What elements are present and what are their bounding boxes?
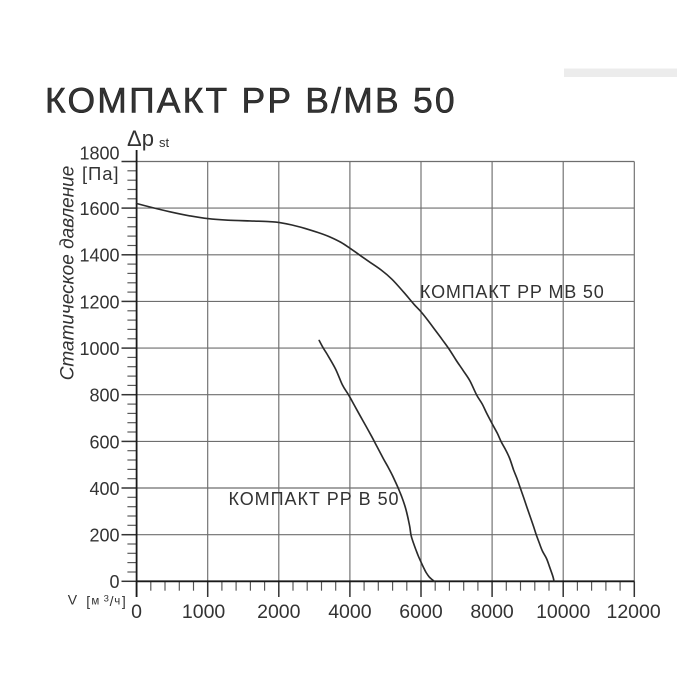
svg-text:1200: 1200 [79,292,119,312]
svg-text:800: 800 [89,386,119,406]
svg-text:[: [ [86,593,90,609]
svg-text:V: V [68,592,78,608]
svg-text:КОМПАКТ РР В 50: КОМПАКТ РР В 50 [229,489,400,509]
svg-text:1000: 1000 [79,339,119,359]
svg-text:10000: 10000 [536,601,590,623]
svg-text:/: / [110,593,114,609]
svg-text:]: ] [122,593,126,609]
svg-text:200: 200 [89,526,119,546]
svg-text:Δp: Δp [127,126,154,151]
svg-text:КОМПАКТ РР В/МВ 50: КОМПАКТ РР В/МВ 50 [45,81,457,121]
svg-text:400: 400 [89,479,119,499]
svg-text:600: 600 [89,432,119,452]
svg-text:1800: 1800 [79,144,119,164]
svg-text:0: 0 [109,572,119,592]
svg-text:ч: ч [114,596,120,608]
svg-text:Статическое давление: Статическое давление [58,166,79,381]
svg-text:м: м [91,596,99,608]
svg-text:1400: 1400 [79,246,119,266]
svg-text:1600: 1600 [79,199,119,219]
svg-text:2000: 2000 [257,601,301,623]
svg-text:КОМПАКТ РР МВ 50: КОМПАКТ РР МВ 50 [420,282,605,302]
svg-text:[Па]: [Па] [82,163,119,184]
svg-text:3: 3 [104,594,109,605]
svg-text:6000: 6000 [399,601,443,623]
svg-text:8000: 8000 [470,601,514,623]
svg-text:0: 0 [131,601,142,623]
svg-text:st: st [159,135,170,150]
svg-text:1000: 1000 [182,601,226,623]
svg-text:4000: 4000 [328,601,372,623]
svg-text:12000: 12000 [606,601,660,623]
